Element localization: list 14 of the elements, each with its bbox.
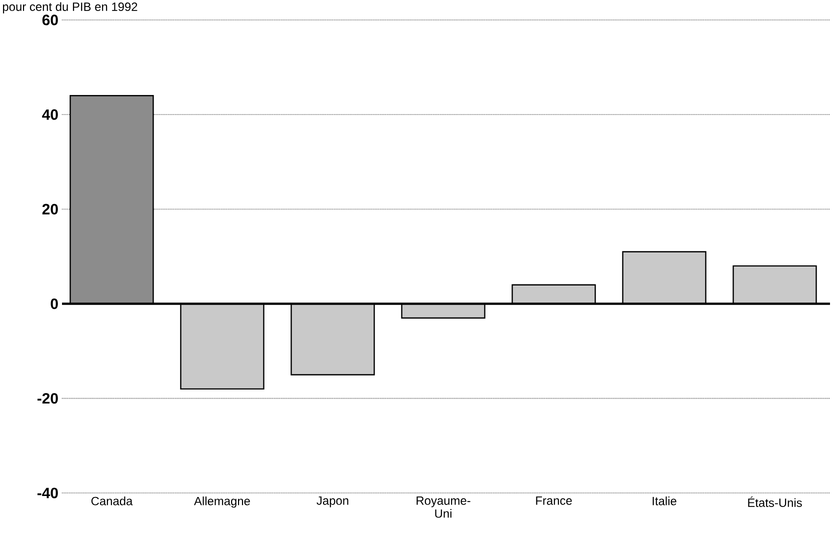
x-tick-label: Canada — [91, 496, 133, 506]
y-tick-label: 20 — [42, 204, 58, 214]
x-tick-label: Italie — [652, 496, 676, 506]
x-tick-label: Royaume-Uni — [416, 496, 470, 518]
chart-title: pour cent du PIB en 1992 — [2, 2, 138, 14]
y-tick-label: -20 — [37, 393, 58, 404]
x-tick-label: France — [536, 496, 572, 505]
x-tick-label: Japon — [316, 496, 348, 508]
x-tick-label: États-Unis — [748, 496, 802, 507]
y-tick-label: 0 — [50, 298, 58, 310]
y-tick-label: 40 — [42, 109, 58, 120]
x-tick-label: Allemagne — [194, 496, 250, 508]
y-tick-label: -40 — [37, 488, 58, 498]
y-tick-label: 60 — [42, 14, 58, 26]
